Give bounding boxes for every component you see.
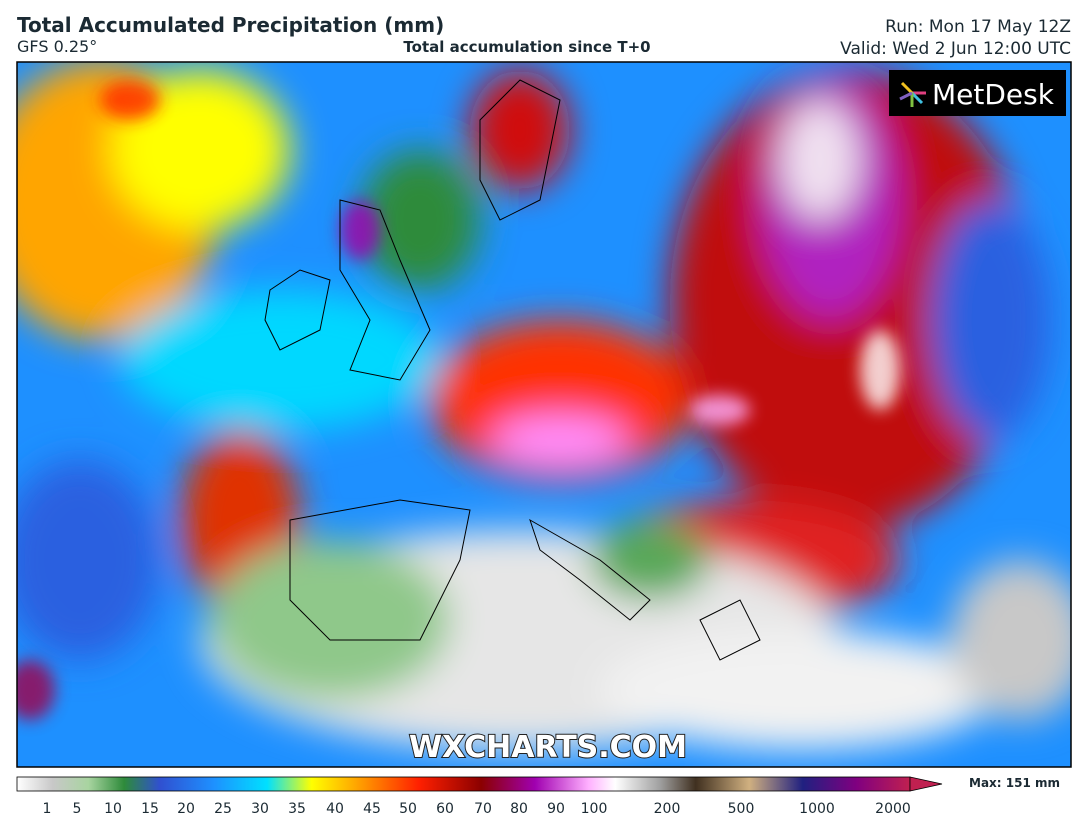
logo-icon [899, 81, 926, 107]
colorbar-tick-label: 60 [436, 801, 454, 817]
colorbar-tick-label: 80 [510, 801, 528, 817]
colorbar-tick-label: 70 [474, 801, 492, 817]
colorbar-tick-label: 45 [363, 801, 381, 817]
max-label: Max: 151 mm [969, 776, 1060, 790]
colorbar-tick-label: 10 [104, 801, 122, 817]
colorbar-tick-label: 1000 [799, 801, 835, 817]
colorbar-tick-label: 90 [547, 801, 565, 817]
subtitle: Total accumulation since T+0 [403, 38, 650, 56]
colorbar-tick-label: 500 [728, 801, 755, 817]
colorbar [16, 776, 911, 792]
precipitation-map [17, 62, 1071, 767]
watermark: WXCHARTS.COM [409, 730, 687, 765]
colorbar-tick-label: 200 [654, 801, 681, 817]
colorbar-arrow [909, 776, 943, 792]
colorbar-tick-label: 35 [288, 801, 306, 817]
colorbar-tick-label: 5 [73, 801, 82, 817]
colorbar-tick-label: 50 [399, 801, 417, 817]
colorbar-ticks: 1 5 10 15 20 25 30 35 40 45 50 60 70 80 90 100 200 500 100… [43, 801, 911, 817]
colorbar-tick-label: 100 [581, 801, 608, 817]
title: Total Accumulated Precipitation (mm) [17, 13, 444, 37]
colorbar-tick-label: 15 [141, 801, 159, 817]
valid-time: Valid: Wed 2 Jun 12:00 UTC [840, 39, 1071, 59]
colorbar-tick-label: 40 [326, 801, 344, 817]
model: GFS 0.25° [17, 37, 97, 56]
run-time: Run: Mon 17 May 12Z [885, 17, 1071, 37]
colorbar-tick-label: 20 [177, 801, 195, 817]
colorbar-tick-label: 30 [251, 801, 269, 817]
colorbar-tick-label: 2000 [875, 801, 911, 817]
logo: MetDesk [932, 78, 1055, 111]
colorbar-tick-label: 1 [43, 801, 52, 817]
map-frame [16, 61, 1072, 768]
colorbar-tick-label: 25 [214, 801, 232, 817]
